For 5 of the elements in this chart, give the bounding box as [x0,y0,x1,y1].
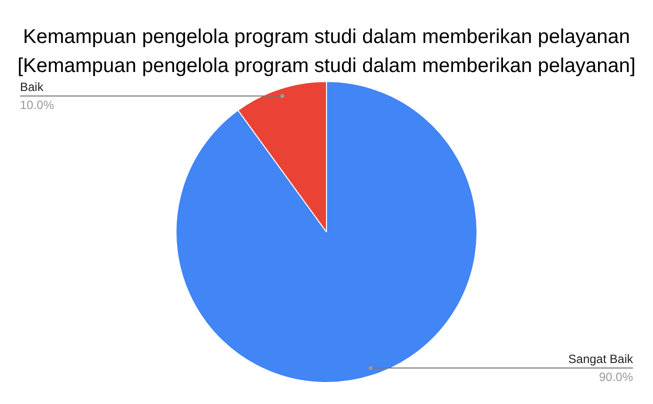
data-label: 90.0% [598,370,634,384]
slice-label: Sangat Baik [568,352,634,366]
data-label: 10.0% [20,98,54,112]
slice-label: Baik [20,80,44,94]
chart-title: Kemampuan pengelola program studi dalam memberikan pelayanan [Kemampuan pengelola program studi dalam memberikan pelayanan] [17,26,636,77]
